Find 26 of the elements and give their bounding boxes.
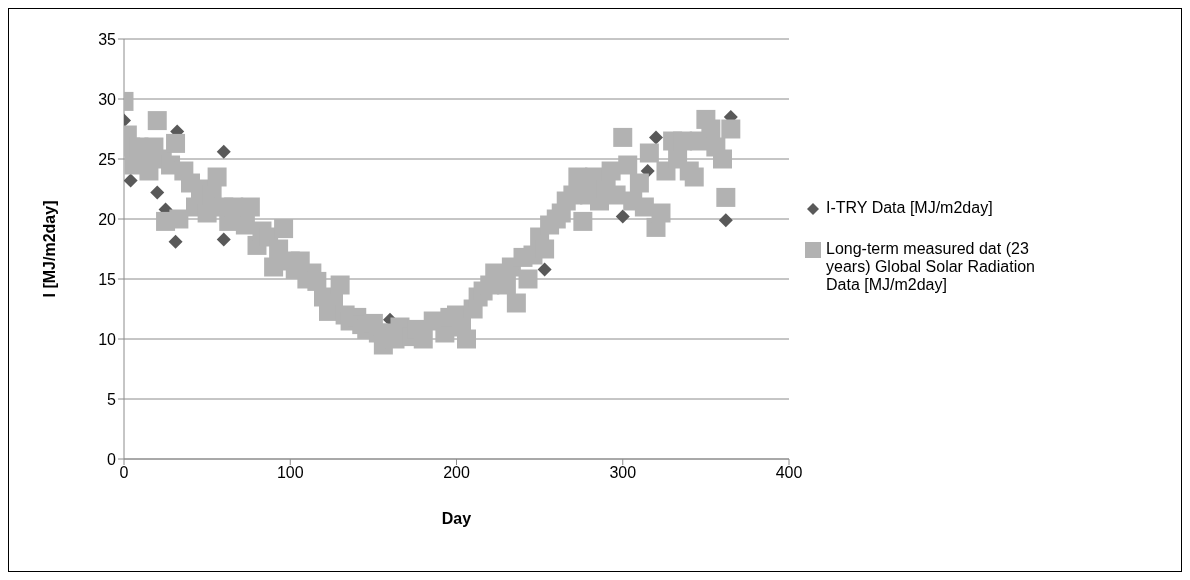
x-axis-title: Day — [441, 510, 472, 527]
legend-label: I-TRY Data [MJ/m2day] — [826, 199, 993, 217]
y-tick-label: 25 — [98, 150, 117, 168]
x-tick-label: 0 — [119, 464, 129, 482]
point — [649, 130, 663, 145]
point — [718, 213, 733, 228]
y-axis-title: I [MJ/m2day] — [40, 200, 58, 298]
point — [168, 234, 183, 249]
legend-label: Long-term measured dat (23 years) Global Solar Radiation Data [MJ/m2day] — [826, 240, 1036, 294]
y-tick-label: 5 — [107, 390, 117, 408]
point — [615, 209, 630, 224]
x-tick-label: 400 — [775, 464, 803, 482]
point — [124, 173, 138, 188]
point — [150, 185, 165, 200]
y-tick-label: 15 — [98, 270, 117, 288]
x-tick-label: 100 — [276, 464, 304, 482]
y-tick-label: 10 — [98, 330, 117, 348]
y-tick-label: 20 — [98, 210, 117, 228]
y-tick-label: 30 — [98, 90, 117, 108]
point — [537, 262, 552, 277]
point — [216, 144, 231, 159]
point — [216, 232, 231, 247]
x-tick-label: 300 — [609, 464, 637, 482]
y-tick-label: 35 — [98, 30, 117, 48]
y-tick-label: 0 — [107, 450, 117, 468]
x-tick-label: 200 — [443, 464, 470, 482]
